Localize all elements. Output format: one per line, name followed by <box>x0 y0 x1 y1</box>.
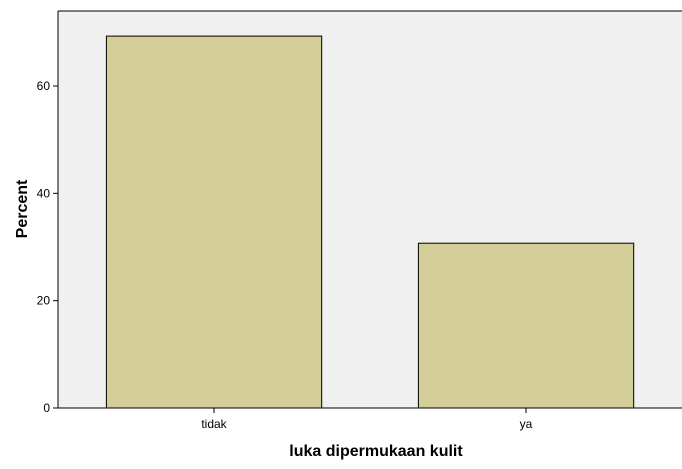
y-tick-label: 60 <box>37 79 51 93</box>
bar-ya <box>417 242 635 409</box>
y-tick-label: 40 <box>37 186 51 200</box>
y-tick-label: 0 <box>43 401 50 415</box>
y-tick-label: 20 <box>37 294 51 308</box>
x-tick-label: ya <box>520 417 533 431</box>
axes-group: tidak ya 0 20 40 60 <box>37 10 682 431</box>
x-tick-label: tidak <box>201 417 227 431</box>
bar-tidak <box>105 35 323 409</box>
y-axis-label: Percent <box>14 179 31 238</box>
x-axis-label: luka dipermukaan kulit <box>289 443 463 460</box>
bars-group <box>105 35 635 409</box>
